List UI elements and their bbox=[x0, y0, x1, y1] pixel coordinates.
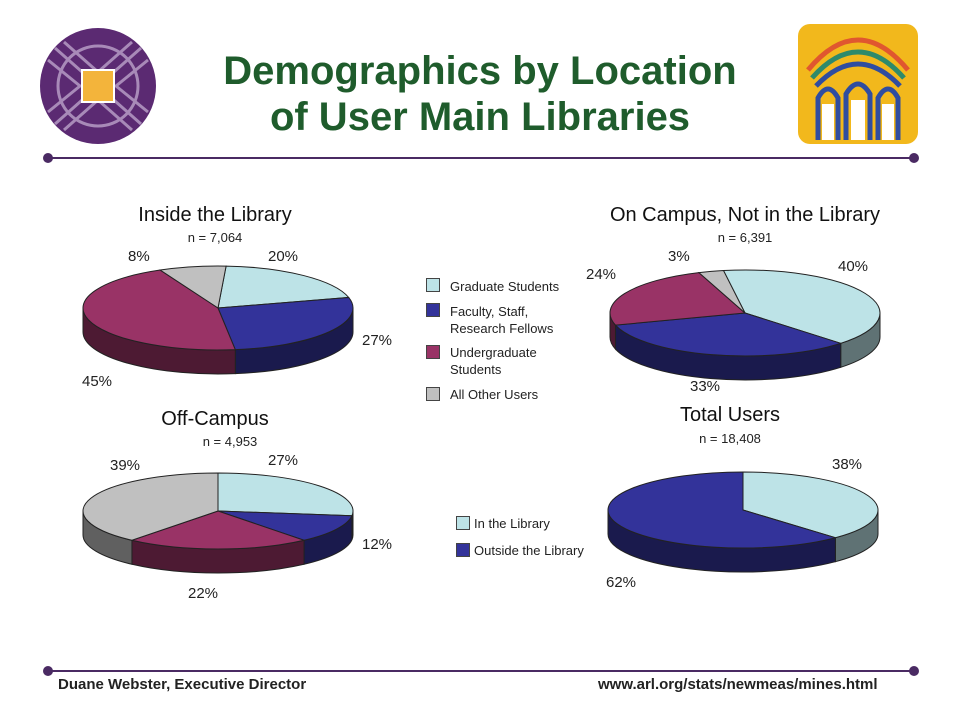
chart-offcampus-label-graduate: 27% bbox=[268, 452, 299, 469]
legend-swatch-graduate bbox=[426, 278, 440, 292]
chart-oncampus-title: On Campus, Not in the Library bbox=[609, 204, 881, 226]
pie-slice-inside-graduate bbox=[217, 265, 350, 309]
chart-offcampus-n: n = 4,953 bbox=[202, 434, 258, 449]
pie-slice-inside-faculty bbox=[217, 296, 354, 351]
chart-offcampus-title: Off-Campus bbox=[161, 408, 269, 430]
chart-oncampus-label-other: 3% bbox=[668, 248, 690, 265]
chart-inside-label-undergraduate: 45% bbox=[82, 373, 113, 390]
chart-total-n: n = 18,408 bbox=[699, 431, 761, 446]
chart-inside-label-graduate: 20% bbox=[268, 248, 299, 265]
pie-slice-total-outside bbox=[607, 471, 838, 549]
chart-inside-label-other: 8% bbox=[128, 248, 150, 265]
bottom-rule-right-dot bbox=[909, 666, 919, 676]
legend-label-inside: In the Library bbox=[474, 516, 550, 531]
legend-label-graduate: Graduate Students bbox=[450, 278, 559, 295]
pie-slice-oncampus-undergraduate bbox=[609, 272, 747, 326]
chart-oncampus-label-graduate: 40% bbox=[838, 258, 869, 275]
legend-swatch-other bbox=[426, 387, 440, 401]
chart-offcampus-label-undergraduate: 22% bbox=[188, 585, 219, 602]
chart-inside-label-faculty: 27% bbox=[362, 332, 393, 349]
footer-url: www.arl.org/stats/newmeas/mines.html bbox=[598, 676, 878, 693]
pie-slice-oncampus-faculty bbox=[614, 312, 843, 357]
chart-oncampus-n: n = 6,391 bbox=[717, 230, 773, 245]
legend-label-undergraduate: Undergraduate Students bbox=[450, 344, 537, 378]
top-rule-left-dot bbox=[43, 153, 53, 163]
chart-inside-n: n = 7,064 bbox=[187, 230, 243, 245]
pie-chart-offcampus bbox=[82, 472, 354, 574]
legend-swatch-inside bbox=[456, 516, 470, 530]
pie-slice-oncampus-graduate bbox=[722, 269, 881, 344]
slide-title-line1: Demographics by Location bbox=[223, 49, 737, 93]
pie-slice-offcampus-graduate bbox=[217, 472, 354, 517]
legend-text: Faculty, Staff, bbox=[450, 304, 529, 319]
bottom-rule bbox=[48, 670, 914, 672]
chart-inside-title: Inside the Library bbox=[138, 204, 292, 226]
legend-swatch-undergraduate bbox=[426, 345, 440, 359]
pie-slice-offcampus-faculty bbox=[217, 510, 353, 541]
chart-oncampus-label-undergraduate: 24% bbox=[586, 266, 617, 283]
legend-text: Undergraduate bbox=[450, 345, 537, 360]
slide-title-line2: of User Main Libraries bbox=[269, 95, 691, 139]
top-rule-right-dot bbox=[909, 153, 919, 163]
pie-chart-total bbox=[607, 471, 879, 573]
chart-total-label-outside: 62% bbox=[606, 574, 637, 591]
footer-author: Duane Webster, Executive Director bbox=[58, 676, 307, 693]
top-rule bbox=[48, 157, 914, 159]
legend-text: All Other Users bbox=[450, 387, 539, 402]
legend-text: Research Fellows bbox=[450, 321, 554, 336]
pie-slice-inside-undergraduate bbox=[82, 269, 237, 351]
chart-offcampus-label-faculty: 12% bbox=[362, 536, 393, 553]
legend-text: Graduate Students bbox=[450, 279, 560, 294]
pie-slice-offcampus-other bbox=[82, 472, 219, 541]
legend-label-other: All Other Users bbox=[450, 386, 538, 403]
pie-chart-oncampus bbox=[609, 269, 881, 381]
chart-total-label-inside: 38% bbox=[832, 456, 863, 473]
pie-slice-inside-other bbox=[158, 265, 227, 309]
legend-swatch-outside bbox=[456, 543, 470, 557]
legend-swatch-faculty bbox=[426, 303, 440, 317]
legend-user-groups: Graduate Students Faculty, Staff, Researc… bbox=[426, 276, 596, 406]
legend-text: Students bbox=[450, 362, 502, 377]
legend-label-outside: Outside the Library bbox=[474, 543, 584, 558]
chart-oncampus-label-faculty: 33% bbox=[690, 378, 721, 395]
pie-slice-total-inside bbox=[742, 471, 879, 539]
legend-total-users: In the Library Outside the Library bbox=[456, 514, 616, 564]
pie-chart-inside bbox=[82, 265, 354, 375]
bottom-rule-left-dot bbox=[43, 666, 53, 676]
chart-offcampus-label-other: 39% bbox=[110, 457, 141, 474]
pie-slice-offcampus-undergraduate bbox=[130, 510, 306, 550]
pie-slice-oncampus-other bbox=[697, 270, 746, 314]
chart-total-title: Total Users bbox=[679, 404, 781, 426]
legend-label-faculty: Faculty, Staff, Research Fellows bbox=[450, 303, 553, 337]
